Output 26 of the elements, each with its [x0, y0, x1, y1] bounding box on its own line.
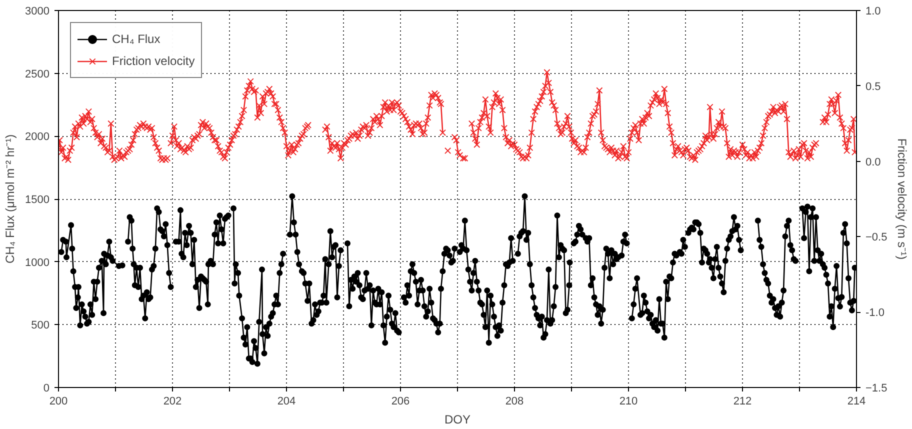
- x-tick-label: 210: [619, 396, 638, 408]
- y2-tick-label: -1.0: [866, 307, 884, 320]
- y-tick-label: 500: [31, 320, 50, 332]
- y2-axis-title: Friction velocity (m s⁻¹): [895, 138, 910, 260]
- x-tick-label: 212: [733, 396, 752, 408]
- y-tick-label: 3000: [25, 6, 50, 18]
- y-tick-label: 0: [43, 382, 50, 394]
- legend-label: Friction velocity: [112, 54, 195, 68]
- x-tick-label: 214: [847, 396, 866, 408]
- y-tick-label: 1500: [25, 194, 50, 206]
- x-tick-label: 208: [505, 396, 524, 408]
- y2-tick-label: 1.0: [866, 6, 881, 18]
- x-tick-label: 206: [391, 396, 410, 408]
- x-tick-label: 202: [163, 396, 182, 408]
- x-tick-label: 200: [49, 396, 68, 408]
- y2-tick-label: 0.0: [866, 156, 881, 168]
- y-tick-label: 2000: [25, 131, 50, 144]
- y2-tick-label: −0.5: [866, 232, 888, 244]
- y2-tick-label: −1.5: [866, 382, 888, 394]
- y-axis-title: CH₄ Flux (μmol m⁻² hr⁻¹): [3, 134, 18, 264]
- y-tick-label: 2500: [25, 68, 50, 80]
- y-tick-label: 1000: [25, 256, 50, 269]
- x-tick-label: 204: [277, 396, 296, 408]
- legend-label: CH₄ Flux: [112, 32, 160, 46]
- x-axis-title: DOY: [444, 412, 471, 426]
- y2-tick-label: 0.5: [866, 80, 881, 93]
